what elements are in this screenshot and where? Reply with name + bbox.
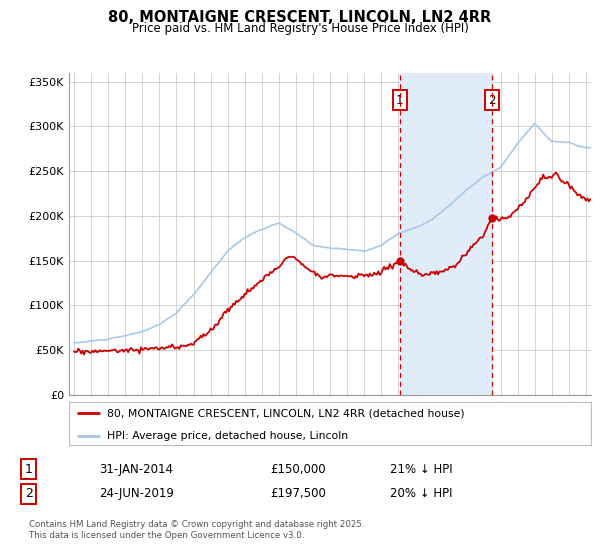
Text: 1: 1	[25, 463, 33, 476]
Text: 1: 1	[396, 94, 403, 106]
Text: 20% ↓ HPI: 20% ↓ HPI	[390, 487, 452, 501]
Text: £150,000: £150,000	[270, 463, 326, 476]
Text: 21% ↓ HPI: 21% ↓ HPI	[390, 463, 452, 476]
Text: 24-JUN-2019: 24-JUN-2019	[99, 487, 174, 501]
Text: 80, MONTAIGNE CRESCENT, LINCOLN, LN2 4RR: 80, MONTAIGNE CRESCENT, LINCOLN, LN2 4RR	[109, 10, 491, 25]
Text: Price paid vs. HM Land Registry's House Price Index (HPI): Price paid vs. HM Land Registry's House …	[131, 22, 469, 35]
Text: £197,500: £197,500	[270, 487, 326, 501]
Bar	[400, 73, 492, 395]
Text: HPI: Average price, detached house, Lincoln: HPI: Average price, detached house, Linc…	[107, 431, 348, 441]
Text: Contains HM Land Registry data © Crown copyright and database right 2025.
This d: Contains HM Land Registry data © Crown c…	[29, 520, 364, 540]
Text: 80, MONTAIGNE CRESCENT, LINCOLN, LN2 4RR (detached house): 80, MONTAIGNE CRESCENT, LINCOLN, LN2 4RR…	[107, 408, 464, 418]
Text: 2: 2	[488, 94, 496, 106]
Text: 2: 2	[25, 487, 33, 501]
Text: 31-JAN-2014: 31-JAN-2014	[99, 463, 173, 476]
